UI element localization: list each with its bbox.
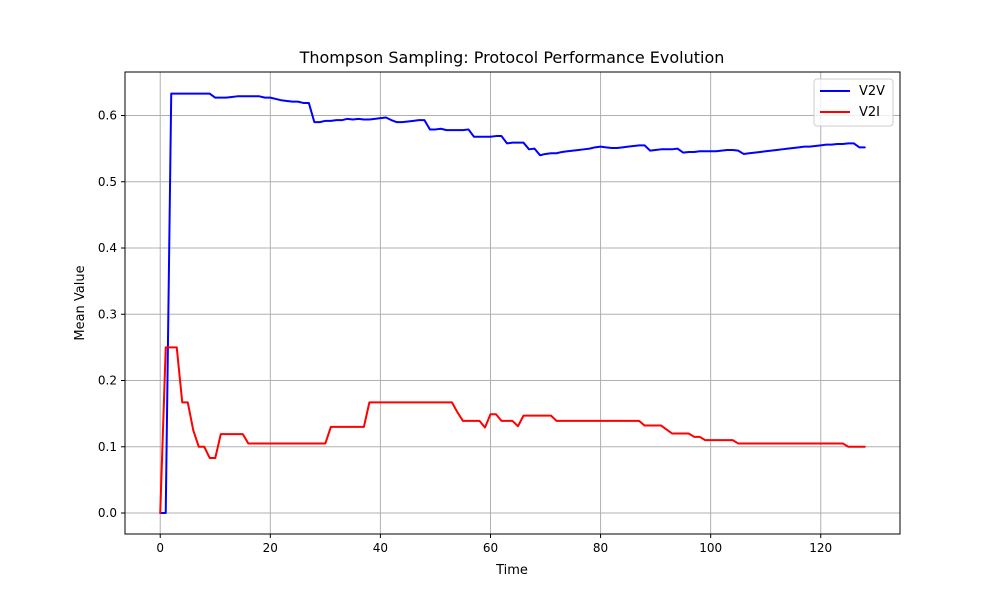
x-tick-label: 20 <box>263 541 278 555</box>
legend-label-v2i: V2I <box>859 105 880 120</box>
x-axis-ticks: 0 20 40 60 80 100 120 <box>156 534 832 555</box>
plot-area-frame <box>124 71 901 535</box>
y-tick-label: 0.0 <box>98 506 117 520</box>
y-tick-label: 0.5 <box>98 175 117 189</box>
y-tick-label: 0.1 <box>98 440 117 454</box>
x-tick-label: 100 <box>699 541 722 555</box>
series-line-v2i <box>159 346 866 514</box>
x-tick-label: 120 <box>809 541 832 555</box>
y-tick-label: 0.2 <box>98 374 117 388</box>
legend: V2V V2I <box>813 78 894 127</box>
y-axis-ticks: 0.0 0.1 0.2 0.3 0.4 0.5 0.6 <box>98 109 125 520</box>
x-tick-label: 0 <box>156 541 164 555</box>
series-layer <box>159 92 866 514</box>
x-tick-label: 60 <box>483 541 498 555</box>
x-tick-label: 40 <box>373 541 388 555</box>
chart-title: Thompson Sampling: Protocol Performance … <box>299 48 725 67</box>
x-axis-label: Time <box>495 563 528 578</box>
x-tick-label: 80 <box>593 541 608 555</box>
y-tick-label: 0.3 <box>98 307 117 321</box>
grid <box>125 72 900 534</box>
series-line-v2v <box>159 92 866 514</box>
y-tick-label: 0.4 <box>98 241 117 255</box>
legend-label-v2v: V2V <box>859 84 885 99</box>
y-tick-label: 0.6 <box>98 109 117 123</box>
y-axis-label: Mean Value <box>73 265 88 340</box>
